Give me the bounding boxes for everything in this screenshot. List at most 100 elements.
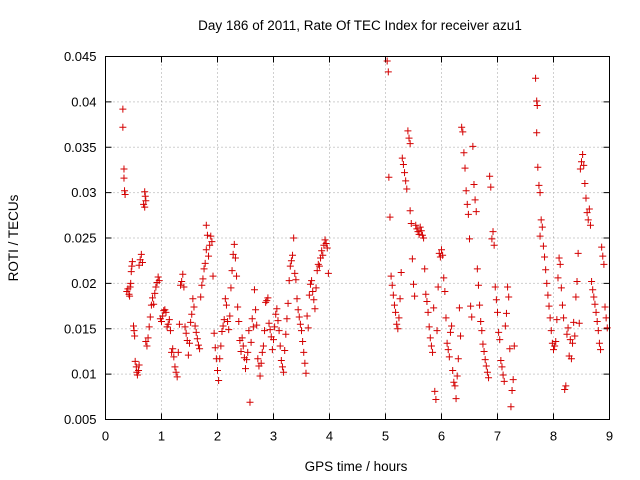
data-point xyxy=(154,273,162,281)
data-point xyxy=(498,363,506,371)
data-point xyxy=(319,251,327,259)
data-point xyxy=(455,304,463,312)
data-point xyxy=(121,190,129,198)
data-point xyxy=(221,295,229,303)
data-point xyxy=(226,312,234,320)
data-point xyxy=(386,213,394,221)
data-point xyxy=(216,355,224,363)
data-point xyxy=(550,346,557,354)
data-point xyxy=(556,260,564,268)
data-point xyxy=(545,302,553,310)
data-point xyxy=(495,328,503,336)
data-point xyxy=(466,235,473,243)
data-point xyxy=(497,357,505,365)
data-point xyxy=(265,319,273,327)
data-point xyxy=(119,105,127,113)
data-point xyxy=(262,298,270,306)
data-point xyxy=(533,97,541,105)
data-point xyxy=(502,309,510,317)
data-point xyxy=(438,246,445,254)
data-point xyxy=(298,327,305,335)
data-point xyxy=(179,270,187,278)
data-point xyxy=(273,305,281,313)
data-point xyxy=(189,295,197,303)
data-point xyxy=(296,320,304,328)
data-point xyxy=(542,266,550,274)
x-tick-label: 8 xyxy=(550,429,557,444)
data-point xyxy=(580,161,588,169)
data-point xyxy=(283,315,291,323)
data-point xyxy=(441,288,449,296)
data-point xyxy=(574,249,582,257)
data-point xyxy=(551,342,559,350)
data-point xyxy=(474,281,482,289)
data-point xyxy=(125,290,133,298)
data-point xyxy=(308,277,316,285)
data-point xyxy=(173,373,181,381)
data-point xyxy=(234,303,242,311)
data-point xyxy=(243,356,251,364)
data-point xyxy=(593,317,601,325)
data-point xyxy=(460,149,468,157)
data-point xyxy=(597,346,605,354)
data-point xyxy=(220,316,228,324)
data-point xyxy=(491,283,499,291)
data-point xyxy=(137,250,145,258)
data-point xyxy=(292,276,300,284)
y-tick-label: 0.03 xyxy=(71,185,96,200)
data-point xyxy=(421,265,429,273)
data-point xyxy=(165,316,173,324)
data-point xyxy=(248,315,256,323)
data-point xyxy=(242,365,249,373)
data-point xyxy=(406,140,414,148)
data-point xyxy=(315,262,323,270)
data-point xyxy=(536,189,544,197)
data-point xyxy=(463,200,471,208)
data-point xyxy=(175,320,183,328)
data-point xyxy=(237,347,245,355)
data-point xyxy=(181,323,189,331)
data-point xyxy=(598,243,606,251)
data-point xyxy=(433,327,441,335)
data-point xyxy=(230,240,238,248)
data-point xyxy=(225,326,233,334)
data-point xyxy=(578,158,585,166)
data-point xyxy=(206,241,214,249)
data-point xyxy=(245,327,253,335)
data-point xyxy=(305,291,313,299)
data-point xyxy=(594,327,602,335)
data-point xyxy=(492,296,500,304)
data-point xyxy=(259,342,267,350)
grid-lines xyxy=(105,56,610,420)
data-point xyxy=(453,372,461,380)
y-tick-label: 0.025 xyxy=(64,231,97,246)
data-point xyxy=(416,223,424,231)
data-point xyxy=(589,286,597,294)
data-point xyxy=(126,292,134,300)
data-point xyxy=(186,339,193,347)
data-point xyxy=(151,289,159,297)
data-point xyxy=(398,154,406,162)
data-point xyxy=(534,163,542,171)
data-point xyxy=(393,320,401,328)
data-point xyxy=(239,342,247,350)
data-point xyxy=(390,301,398,309)
data-point xyxy=(407,219,415,227)
data-point xyxy=(138,259,146,267)
data-point xyxy=(558,301,566,309)
data-point xyxy=(280,368,288,376)
data-point xyxy=(560,314,568,322)
data-point xyxy=(507,403,515,411)
data-point xyxy=(584,216,592,224)
data-point xyxy=(128,258,136,266)
data-point xyxy=(486,172,494,180)
y-tick-label: 0.02 xyxy=(71,276,96,291)
data-point xyxy=(410,280,417,288)
data-point xyxy=(431,387,439,395)
data-point xyxy=(144,334,152,342)
data-point xyxy=(385,173,393,181)
data-point xyxy=(310,296,318,304)
data-point xyxy=(588,278,596,286)
data-point xyxy=(229,250,237,258)
data-point xyxy=(208,238,216,246)
